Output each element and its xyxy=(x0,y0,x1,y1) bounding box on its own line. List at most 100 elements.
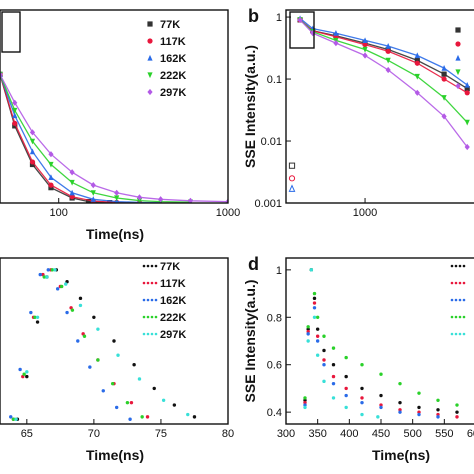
data-point xyxy=(362,46,368,53)
data-point xyxy=(70,308,75,312)
data-point xyxy=(35,320,40,324)
legend-marker xyxy=(454,315,458,319)
data-point xyxy=(128,417,132,421)
x-axis-label: Time(ns) xyxy=(86,226,144,242)
legend-marker xyxy=(454,332,458,336)
data-point xyxy=(129,400,134,405)
data-point xyxy=(136,197,143,203)
legend-marker xyxy=(146,315,150,319)
data-point xyxy=(132,363,136,367)
data-point xyxy=(362,37,368,44)
legend-marker xyxy=(142,315,146,319)
data-point xyxy=(312,291,317,296)
legend-label: 297K xyxy=(160,329,186,341)
data-point xyxy=(312,315,317,319)
data-point xyxy=(322,334,326,338)
legend-marker xyxy=(450,315,454,319)
data-point xyxy=(455,403,459,407)
data-point xyxy=(331,363,336,367)
data-point xyxy=(25,370,29,374)
series-162K xyxy=(0,71,163,203)
x-tick-label: 65 xyxy=(21,428,33,440)
legend-label: 77K xyxy=(160,261,180,273)
data-point xyxy=(417,405,421,410)
data-point xyxy=(306,329,310,334)
data-point xyxy=(436,412,440,417)
legend-marker xyxy=(455,82,461,90)
axes-frame xyxy=(285,9,474,204)
data-point xyxy=(64,282,68,286)
data-point xyxy=(315,339,320,343)
legend-label: 222K xyxy=(160,312,186,324)
data-point xyxy=(331,346,336,350)
data-point xyxy=(360,412,364,417)
data-point xyxy=(398,410,402,414)
y-axis-label: SSE Intensity(a.u.) xyxy=(242,280,258,403)
y-tick-label: 0.4 xyxy=(267,407,282,419)
data-point xyxy=(53,268,57,272)
data-point xyxy=(136,194,143,201)
plot-area xyxy=(0,71,228,203)
y-axis-label: SSE Intensity(a.u.) xyxy=(242,45,258,168)
outlier-point xyxy=(288,175,296,182)
data-point xyxy=(398,400,402,405)
data-point xyxy=(344,393,348,398)
x-axis-label: Time(ns) xyxy=(86,447,144,463)
legend-marker xyxy=(458,264,462,268)
legend-marker xyxy=(450,264,454,268)
data-point xyxy=(12,112,18,119)
data-point xyxy=(331,396,336,400)
series-fit-line xyxy=(299,17,468,86)
data-point xyxy=(455,415,459,419)
legend-marker xyxy=(450,298,454,302)
legend-marker xyxy=(462,298,466,302)
data-point xyxy=(137,377,142,381)
data-point xyxy=(312,301,317,305)
data-point xyxy=(29,310,33,315)
data-point xyxy=(414,57,420,63)
data-point xyxy=(96,327,100,331)
data-point xyxy=(333,30,339,36)
legend-marker xyxy=(150,332,154,336)
data-point xyxy=(414,60,420,66)
data-point xyxy=(45,275,49,279)
data-point xyxy=(315,315,320,319)
x-tick-label: 70 xyxy=(88,428,100,440)
data-point xyxy=(414,73,420,80)
data-point xyxy=(29,159,36,165)
data-point xyxy=(50,268,55,272)
legend-marker xyxy=(462,264,466,268)
data-point xyxy=(344,386,348,391)
data-point xyxy=(78,303,83,308)
x-tick-label: 350 xyxy=(308,428,326,440)
x-axis-label: Time(ns) xyxy=(372,447,430,463)
panel-3: 65 70 75 80 Time(ns) 77K 117K 162K 222K 297K xyxy=(0,257,234,463)
data-point xyxy=(38,272,42,277)
data-point xyxy=(172,403,177,407)
data-point xyxy=(322,363,326,367)
data-point xyxy=(398,381,402,386)
inset-box xyxy=(1,11,21,53)
data-point xyxy=(25,374,29,379)
panel-1: 100 1000 Time(ns) 77K 117K 162K 222K 297K xyxy=(0,9,240,242)
data-point xyxy=(101,389,105,393)
legend-label: 162K xyxy=(160,53,186,65)
x-tick-label: 550 xyxy=(435,428,453,440)
x-tick-label: 600 xyxy=(467,428,474,440)
legend-marker xyxy=(450,281,454,285)
data-point xyxy=(22,372,26,376)
series-5 xyxy=(297,16,470,151)
data-point xyxy=(441,113,447,120)
data-point xyxy=(90,196,96,202)
data-point xyxy=(29,138,36,145)
legend-marker xyxy=(147,38,153,44)
legend-marker xyxy=(450,332,454,336)
data-point xyxy=(140,415,144,419)
data-point xyxy=(114,189,120,196)
plot-area xyxy=(297,15,470,151)
legend-marker xyxy=(455,69,461,76)
data-point xyxy=(85,198,92,203)
data-point xyxy=(312,306,317,310)
data-point xyxy=(161,398,166,402)
data-point xyxy=(152,386,156,391)
